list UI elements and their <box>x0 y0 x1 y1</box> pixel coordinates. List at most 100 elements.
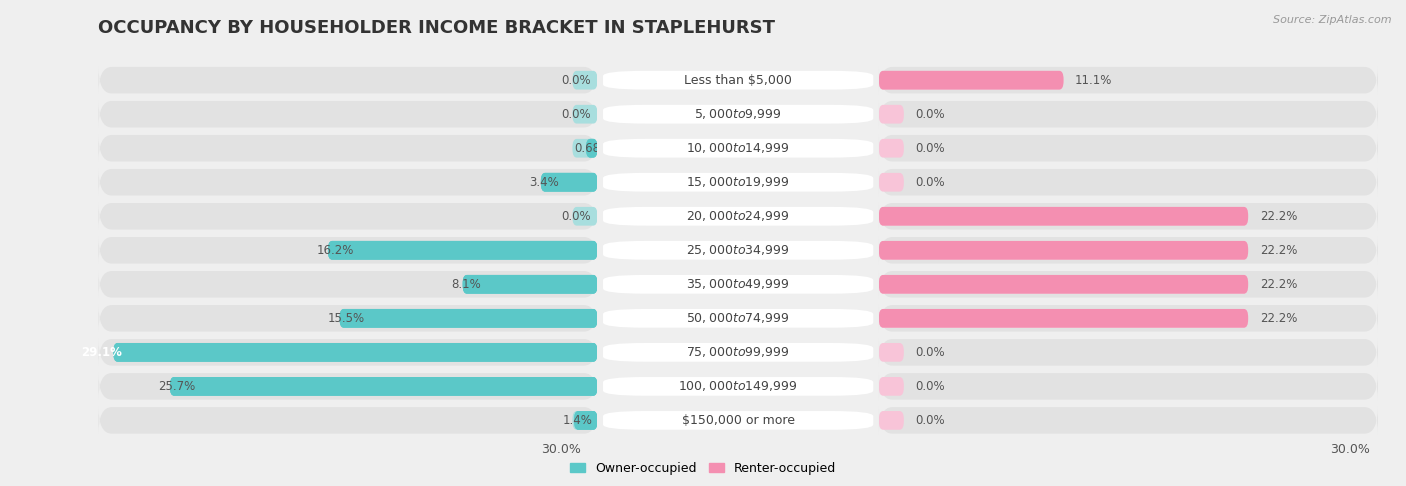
FancyBboxPatch shape <box>98 406 598 434</box>
FancyBboxPatch shape <box>879 275 1249 294</box>
FancyBboxPatch shape <box>98 270 598 298</box>
FancyBboxPatch shape <box>463 275 598 294</box>
Text: 22.2%: 22.2% <box>1260 210 1298 223</box>
Text: 0.0%: 0.0% <box>915 142 945 155</box>
Text: 1.4%: 1.4% <box>562 414 592 427</box>
FancyBboxPatch shape <box>340 309 598 328</box>
FancyBboxPatch shape <box>879 270 1378 298</box>
FancyBboxPatch shape <box>98 66 598 94</box>
FancyBboxPatch shape <box>879 236 1378 264</box>
Text: 30.0%: 30.0% <box>541 442 581 455</box>
FancyBboxPatch shape <box>114 343 598 362</box>
Text: 30.0%: 30.0% <box>1330 442 1369 455</box>
FancyBboxPatch shape <box>114 343 598 362</box>
FancyBboxPatch shape <box>879 343 904 362</box>
FancyBboxPatch shape <box>463 275 598 294</box>
FancyBboxPatch shape <box>328 241 598 260</box>
FancyBboxPatch shape <box>879 168 1378 196</box>
FancyBboxPatch shape <box>98 236 598 264</box>
FancyBboxPatch shape <box>603 173 873 191</box>
Text: $5,000 to $9,999: $5,000 to $9,999 <box>695 107 782 121</box>
FancyBboxPatch shape <box>603 309 873 328</box>
FancyBboxPatch shape <box>879 71 1063 89</box>
FancyBboxPatch shape <box>879 372 1378 400</box>
Text: Source: ZipAtlas.com: Source: ZipAtlas.com <box>1274 15 1392 25</box>
FancyBboxPatch shape <box>98 202 598 230</box>
FancyBboxPatch shape <box>879 134 1378 162</box>
FancyBboxPatch shape <box>879 275 1249 294</box>
Text: 22.2%: 22.2% <box>1260 278 1298 291</box>
FancyBboxPatch shape <box>603 411 873 430</box>
FancyBboxPatch shape <box>328 241 598 260</box>
FancyBboxPatch shape <box>879 207 1249 226</box>
Text: 0.68%: 0.68% <box>575 142 612 155</box>
FancyBboxPatch shape <box>463 275 598 294</box>
FancyBboxPatch shape <box>603 207 873 226</box>
FancyBboxPatch shape <box>879 207 1249 226</box>
Text: 16.2%: 16.2% <box>316 244 354 257</box>
FancyBboxPatch shape <box>879 309 1249 328</box>
FancyBboxPatch shape <box>879 241 1249 260</box>
Text: Less than $5,000: Less than $5,000 <box>685 74 792 87</box>
FancyBboxPatch shape <box>572 71 598 89</box>
FancyBboxPatch shape <box>603 241 873 260</box>
FancyBboxPatch shape <box>879 406 1378 434</box>
Text: 0.0%: 0.0% <box>915 414 945 427</box>
Text: 11.1%: 11.1% <box>1076 74 1112 87</box>
FancyBboxPatch shape <box>340 309 598 328</box>
Text: 0.0%: 0.0% <box>915 108 945 121</box>
FancyBboxPatch shape <box>114 343 598 362</box>
FancyBboxPatch shape <box>879 66 1378 94</box>
Text: $75,000 to $99,999: $75,000 to $99,999 <box>686 346 790 359</box>
FancyBboxPatch shape <box>98 134 598 162</box>
FancyBboxPatch shape <box>572 411 598 430</box>
FancyBboxPatch shape <box>879 202 1378 230</box>
FancyBboxPatch shape <box>879 411 904 430</box>
FancyBboxPatch shape <box>98 304 598 332</box>
FancyBboxPatch shape <box>603 105 873 123</box>
FancyBboxPatch shape <box>879 241 1249 260</box>
Text: 22.2%: 22.2% <box>1260 312 1298 325</box>
FancyBboxPatch shape <box>879 377 904 396</box>
Text: 0.0%: 0.0% <box>915 380 945 393</box>
FancyBboxPatch shape <box>541 173 598 191</box>
Text: 0.0%: 0.0% <box>561 74 591 87</box>
Text: $50,000 to $74,999: $50,000 to $74,999 <box>686 312 790 325</box>
FancyBboxPatch shape <box>879 105 904 123</box>
FancyBboxPatch shape <box>572 105 598 123</box>
FancyBboxPatch shape <box>879 338 1378 366</box>
FancyBboxPatch shape <box>98 372 598 400</box>
Text: 25.7%: 25.7% <box>159 380 195 393</box>
FancyBboxPatch shape <box>170 377 598 396</box>
FancyBboxPatch shape <box>603 139 873 157</box>
FancyBboxPatch shape <box>603 377 873 396</box>
Text: 29.1%: 29.1% <box>80 346 122 359</box>
FancyBboxPatch shape <box>574 411 598 430</box>
FancyBboxPatch shape <box>98 338 598 366</box>
Text: $15,000 to $19,999: $15,000 to $19,999 <box>686 175 790 189</box>
FancyBboxPatch shape <box>98 168 598 196</box>
FancyBboxPatch shape <box>541 173 598 191</box>
Legend: Owner-occupied, Renter-occupied: Owner-occupied, Renter-occupied <box>565 457 841 480</box>
FancyBboxPatch shape <box>603 275 873 294</box>
Text: 0.0%: 0.0% <box>561 108 591 121</box>
Text: $150,000 or more: $150,000 or more <box>682 414 794 427</box>
FancyBboxPatch shape <box>879 71 1063 89</box>
Text: 0.0%: 0.0% <box>915 346 945 359</box>
FancyBboxPatch shape <box>879 304 1378 332</box>
FancyBboxPatch shape <box>340 309 598 328</box>
Text: $20,000 to $24,999: $20,000 to $24,999 <box>686 209 790 223</box>
FancyBboxPatch shape <box>603 71 873 89</box>
Text: 3.4%: 3.4% <box>529 176 560 189</box>
FancyBboxPatch shape <box>328 241 598 260</box>
Text: OCCUPANCY BY HOUSEHOLDER INCOME BRACKET IN STAPLEHURST: OCCUPANCY BY HOUSEHOLDER INCOME BRACKET … <box>98 19 776 37</box>
Text: 8.1%: 8.1% <box>451 278 481 291</box>
Text: $100,000 to $149,999: $100,000 to $149,999 <box>679 380 797 393</box>
Text: $35,000 to $49,999: $35,000 to $49,999 <box>686 278 790 291</box>
Text: 0.0%: 0.0% <box>915 176 945 189</box>
Text: 0.0%: 0.0% <box>561 210 591 223</box>
FancyBboxPatch shape <box>879 100 1378 128</box>
FancyBboxPatch shape <box>170 377 598 396</box>
FancyBboxPatch shape <box>572 207 598 226</box>
Text: 22.2%: 22.2% <box>1260 244 1298 257</box>
